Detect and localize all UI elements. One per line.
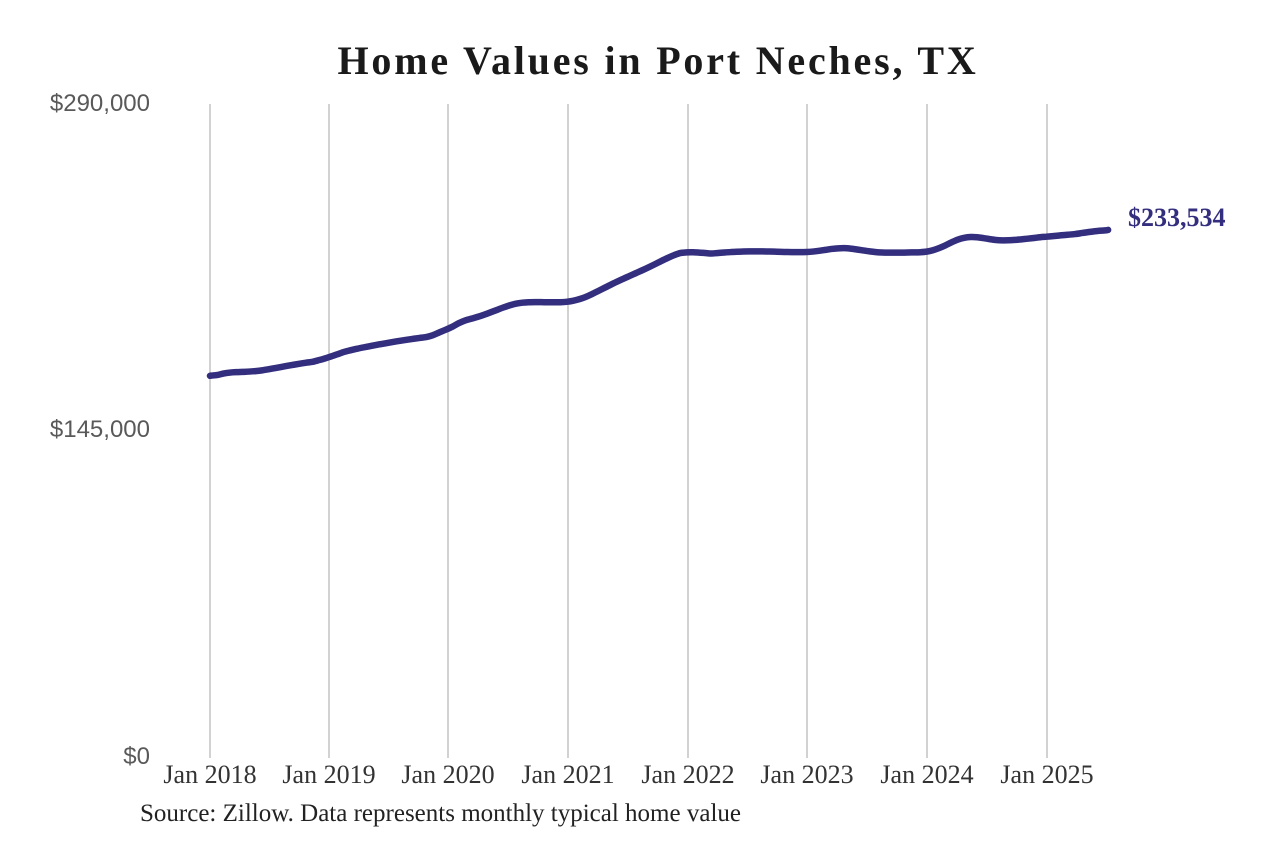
svg-text:Jan 2024: Jan 2024	[880, 760, 973, 789]
svg-text:Jan 2023: Jan 2023	[760, 760, 853, 789]
svg-text:$0: $0	[123, 743, 150, 770]
svg-text:Jan 2018: Jan 2018	[163, 760, 256, 789]
svg-text:$145,000: $145,000	[50, 416, 150, 443]
svg-text:Jan 2020: Jan 2020	[401, 760, 494, 789]
svg-text:Jan 2025: Jan 2025	[1000, 760, 1093, 789]
svg-text:$290,000: $290,000	[50, 90, 150, 117]
svg-text:Jan 2022: Jan 2022	[641, 760, 734, 789]
svg-text:Jan 2019: Jan 2019	[282, 760, 375, 789]
svg-text:$233,534: $233,534	[1128, 203, 1226, 232]
svg-text:Jan 2021: Jan 2021	[521, 760, 614, 789]
